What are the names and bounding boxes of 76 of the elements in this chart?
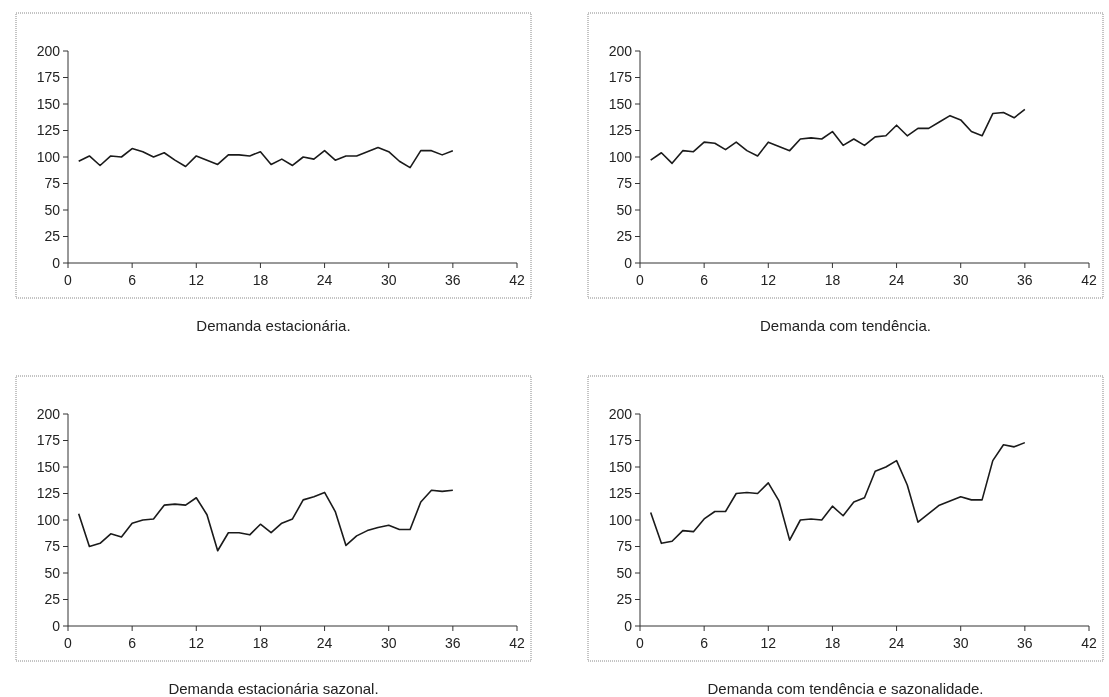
y-tick-label: 200 [36, 42, 61, 59]
y-tick-label: 75 [616, 175, 633, 192]
y-tick-label: 125 [36, 485, 61, 502]
y-tick-label: 125 [608, 485, 633, 502]
x-tick-label: 6 [700, 635, 709, 651]
y-tick-label: 25 [44, 228, 61, 245]
y-tick-label: 75 [44, 538, 61, 555]
x-tick-label: 6 [700, 272, 709, 288]
line-series [77, 146, 454, 169]
x-tick-label: 36 [445, 272, 461, 288]
x-tick-label: 18 [252, 272, 269, 288]
y-tick-label: 125 [36, 122, 61, 139]
y-tick-label: 175 [36, 432, 61, 449]
y-tick-label: 200 [608, 405, 633, 422]
x-tick-label: 42 [509, 635, 525, 651]
y-tick-label: 25 [616, 591, 633, 608]
x-tick-label: 6 [128, 635, 137, 651]
y-tick-label: 75 [44, 175, 61, 192]
x-tick-label: 24 [316, 272, 333, 288]
x-tick-label: 42 [1081, 272, 1097, 288]
x-tick-label: 24 [888, 272, 905, 288]
y-tick-label: 75 [616, 538, 633, 555]
y-tick-label: 0 [624, 254, 633, 271]
x-tick-label: 18 [824, 272, 841, 288]
y-tick-label: 175 [608, 432, 633, 449]
x-tick-label: 30 [380, 635, 397, 651]
y-tick-label: 100 [36, 148, 61, 165]
y-tick-label: 150 [36, 458, 61, 475]
x-tick-label: 24 [316, 635, 333, 651]
x-tick-label: 30 [380, 272, 397, 288]
y-tick-label: 150 [608, 95, 633, 112]
x-tick-label: 12 [760, 635, 777, 651]
text: Demanda com tendência e sazonalidade. [707, 680, 984, 697]
line-series [77, 489, 454, 552]
line-series [649, 441, 1026, 545]
y-tick-label: 0 [52, 254, 61, 271]
x-tick-label: 18 [824, 635, 841, 651]
x-tick-label: 30 [952, 635, 969, 651]
y-tick-label: 150 [36, 95, 61, 112]
y-tick-label: 100 [36, 511, 61, 528]
x-tick-label: 36 [1017, 272, 1033, 288]
y-tick-label: 25 [44, 591, 61, 608]
y-tick-label: 100 [608, 148, 633, 165]
y-tick-label: 150 [608, 458, 633, 475]
y-tick-label: 125 [608, 122, 633, 139]
y-tick-label: 0 [52, 617, 61, 634]
x-tick-label: 0 [636, 635, 645, 651]
x-tick-label: 24 [888, 635, 905, 651]
x-tick-label: 18 [252, 635, 269, 651]
y-tick-label: 175 [36, 69, 61, 86]
x-tick-label: 12 [188, 272, 205, 288]
y-tick-label: 50 [44, 201, 61, 218]
x-tick-label: 12 [760, 272, 777, 288]
x-tick-label: 6 [128, 272, 137, 288]
y-tick-label: 50 [616, 564, 633, 581]
x-tick-label: 12 [188, 635, 205, 651]
x-tick-label: 36 [1017, 635, 1033, 651]
x-tick-label: 42 [509, 272, 525, 288]
y-tick-label: 200 [36, 405, 61, 422]
text: Demanda estacionária sazonal. [168, 680, 379, 697]
x-tick-label: 0 [636, 272, 645, 288]
x-tick-label: 42 [1081, 635, 1097, 651]
y-tick-label: 175 [608, 69, 633, 86]
x-tick-label: 36 [445, 635, 461, 651]
x-tick-label: 0 [64, 635, 73, 651]
x-tick-label: 30 [952, 272, 969, 288]
y-tick-label: 0 [624, 617, 633, 634]
x-tick-label: 0 [64, 272, 73, 288]
text: Demanda estacionária. [196, 317, 351, 334]
text: Demanda com tendência. [760, 317, 931, 334]
y-tick-label: 200 [608, 42, 633, 59]
y-tick-label: 50 [616, 201, 633, 218]
y-tick-label: 50 [44, 564, 61, 581]
y-tick-label: 25 [616, 228, 633, 245]
y-tick-label: 100 [608, 511, 633, 528]
line-series [649, 108, 1026, 165]
